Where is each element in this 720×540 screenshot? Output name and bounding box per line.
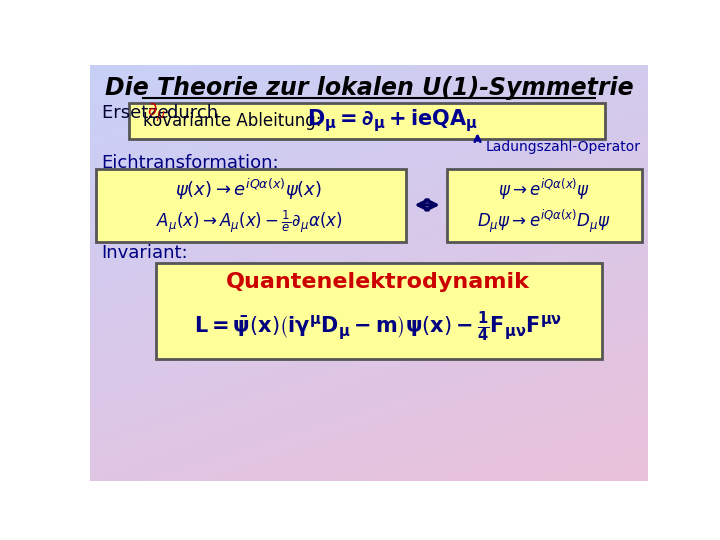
Text: $D_{\mu}\psi\rightarrow e^{iQ\alpha(x)}D_{\mu}\psi$: $D_{\mu}\psi\rightarrow e^{iQ\alpha(x)}D… (477, 207, 611, 235)
Text: Ersetze: Ersetze (102, 104, 174, 122)
Text: $\mathbf{D_{\mu} = \partial_{\mu} + ieQA_{\mu}}$: $\mathbf{D_{\mu} = \partial_{\mu} + ieQA… (307, 107, 477, 134)
Text: Die Theorie zur lokalen U(1)-Symmetrie: Die Theorie zur lokalen U(1)-Symmetrie (104, 76, 634, 100)
Text: kovariante Ableitung:: kovariante Ableitung: (143, 112, 321, 130)
Text: $\psi\rightarrow e^{iQ\alpha(x)}\psi$: $\psi\rightarrow e^{iQ\alpha(x)}\psi$ (498, 177, 590, 202)
Text: Quantenelektrodynamik: Quantenelektrodynamik (226, 272, 530, 292)
Bar (96, 168, 406, 242)
Bar (446, 168, 642, 242)
Bar (156, 262, 601, 359)
Text: Ladungszahl-Operator: Ladungszahl-Operator (485, 140, 640, 154)
Text: $A_{\mu}\left(x\right)\rightarrow A_{\mu}\left(x\right)-\frac{1}{e}\partial_{\mu: $A_{\mu}\left(x\right)\rightarrow A_{\mu… (156, 208, 342, 234)
Text: $\psi\left(x\right)\rightarrow e^{iQ\alpha(x)}\psi\left(x\right)$: $\psi\left(x\right)\rightarrow e^{iQ\alp… (176, 177, 323, 202)
Text: durch: durch (168, 104, 219, 122)
Bar (129, 103, 606, 139)
Text: $\mathbf{L = \bar{\psi}\left(x\right)\left(i\gamma^{\mu}D_{\mu}-m\right)\psi\lef: $\mathbf{L = \bar{\psi}\left(x\right)\le… (194, 309, 562, 344)
Text: $\partial_{\mu}$: $\partial_{\mu}$ (147, 102, 166, 124)
Text: Eichtransformation:: Eichtransformation: (102, 154, 279, 172)
Text: Invariant:: Invariant: (102, 245, 188, 262)
